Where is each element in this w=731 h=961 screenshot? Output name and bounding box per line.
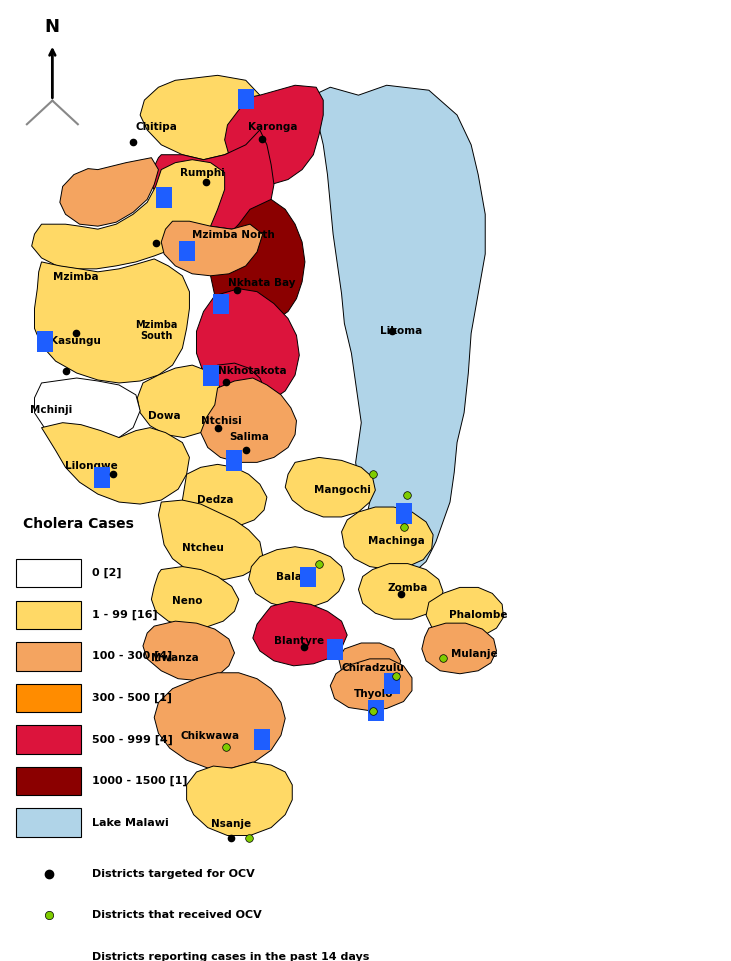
Bar <box>368 701 385 721</box>
Text: 1000 - 1500 [1]: 1000 - 1500 [1] <box>92 776 188 786</box>
Bar <box>254 729 270 750</box>
Text: Salima: Salima <box>230 431 269 442</box>
Text: N: N <box>45 18 60 36</box>
Polygon shape <box>422 623 496 674</box>
Bar <box>16 601 81 628</box>
Polygon shape <box>186 762 292 835</box>
Text: Likoma: Likoma <box>380 326 423 335</box>
Text: Chitipa: Chitipa <box>135 122 177 132</box>
Text: Mzimba North: Mzimba North <box>192 230 275 240</box>
Text: Lilongwe: Lilongwe <box>65 461 118 472</box>
Bar <box>238 88 254 110</box>
Text: 300 - 500 [1]: 300 - 500 [1] <box>92 693 173 703</box>
Text: Kasungu: Kasungu <box>50 336 101 346</box>
Text: Blantyre: Blantyre <box>274 635 324 646</box>
Bar <box>179 240 195 261</box>
Polygon shape <box>183 464 267 527</box>
Polygon shape <box>34 378 140 442</box>
Polygon shape <box>285 457 375 517</box>
Polygon shape <box>338 643 401 683</box>
Text: Mzimba: Mzimba <box>53 273 99 283</box>
Polygon shape <box>341 507 433 570</box>
Polygon shape <box>60 158 159 226</box>
Bar <box>396 503 412 524</box>
Text: Karonga: Karonga <box>248 122 298 132</box>
Text: Dowa: Dowa <box>148 410 181 421</box>
Polygon shape <box>31 160 224 269</box>
Text: Cholera Cases: Cholera Cases <box>23 517 134 530</box>
Polygon shape <box>314 86 485 577</box>
Polygon shape <box>162 221 262 276</box>
Text: 500 - 999 [4]: 500 - 999 [4] <box>92 734 173 745</box>
Text: 100 - 300 [4]: 100 - 300 [4] <box>92 652 173 661</box>
Polygon shape <box>358 563 443 619</box>
Text: Phalombe: Phalombe <box>450 610 508 620</box>
Text: Ntchisi: Ntchisi <box>201 416 242 426</box>
Bar <box>327 639 343 659</box>
Text: Zomba: Zomba <box>387 582 428 593</box>
Polygon shape <box>140 75 267 160</box>
Text: Districts reporting cases in the past 14 days: Districts reporting cases in the past 14… <box>92 951 370 961</box>
Polygon shape <box>159 500 262 579</box>
Bar <box>16 683 81 712</box>
Text: Thyolo: Thyolo <box>354 689 393 699</box>
Text: Districts targeted for OCV: Districts targeted for OCV <box>92 869 255 878</box>
Text: Chiradzulu: Chiradzulu <box>342 663 405 674</box>
Bar <box>16 808 81 837</box>
Polygon shape <box>42 423 189 505</box>
Text: Neno: Neno <box>172 597 202 606</box>
Text: Lake Malawi: Lake Malawi <box>92 818 169 827</box>
Text: Mchinji: Mchinji <box>30 406 72 415</box>
Polygon shape <box>151 567 239 628</box>
Text: Dedza: Dedza <box>197 496 233 505</box>
Bar <box>16 642 81 671</box>
Bar <box>42 949 56 961</box>
Text: Ntcheu: Ntcheu <box>182 543 224 554</box>
Polygon shape <box>330 659 412 710</box>
Text: 0 [2]: 0 [2] <box>92 568 122 579</box>
Polygon shape <box>224 86 323 185</box>
Polygon shape <box>201 378 297 462</box>
Text: Mwanza: Mwanza <box>151 653 199 663</box>
Polygon shape <box>151 130 274 229</box>
Polygon shape <box>197 288 299 403</box>
Bar <box>300 567 317 587</box>
Text: Nkhata Bay: Nkhata Bay <box>228 278 295 287</box>
Text: Rumphi: Rumphi <box>181 168 225 179</box>
Polygon shape <box>143 621 235 680</box>
Bar <box>94 467 110 487</box>
Text: Mulanje: Mulanje <box>450 650 497 659</box>
Polygon shape <box>154 673 285 768</box>
Bar <box>16 726 81 753</box>
Text: Nkhotakota: Nkhotakota <box>218 366 287 376</box>
Bar <box>156 187 172 209</box>
Bar <box>226 450 242 471</box>
Polygon shape <box>34 259 189 383</box>
Text: Balaka: Balaka <box>276 572 316 582</box>
Bar <box>213 294 230 314</box>
Polygon shape <box>211 199 305 326</box>
Text: Machinga: Machinga <box>368 536 425 546</box>
Polygon shape <box>253 602 347 666</box>
Text: Districts that received OCV: Districts that received OCV <box>92 910 262 921</box>
Bar <box>384 673 400 694</box>
Text: 1 - 99 [16]: 1 - 99 [16] <box>92 609 158 620</box>
Text: Mangochi: Mangochi <box>314 485 371 495</box>
Polygon shape <box>249 547 344 608</box>
Bar <box>16 559 81 587</box>
Bar <box>37 331 53 352</box>
Bar <box>16 767 81 796</box>
Polygon shape <box>426 587 504 639</box>
Text: Nsanje: Nsanje <box>211 820 251 829</box>
Text: Chikwawa: Chikwawa <box>181 731 240 741</box>
Text: Mzimba
South: Mzimba South <box>135 320 178 341</box>
Polygon shape <box>137 365 224 437</box>
Polygon shape <box>195 363 265 421</box>
Bar <box>202 365 219 385</box>
